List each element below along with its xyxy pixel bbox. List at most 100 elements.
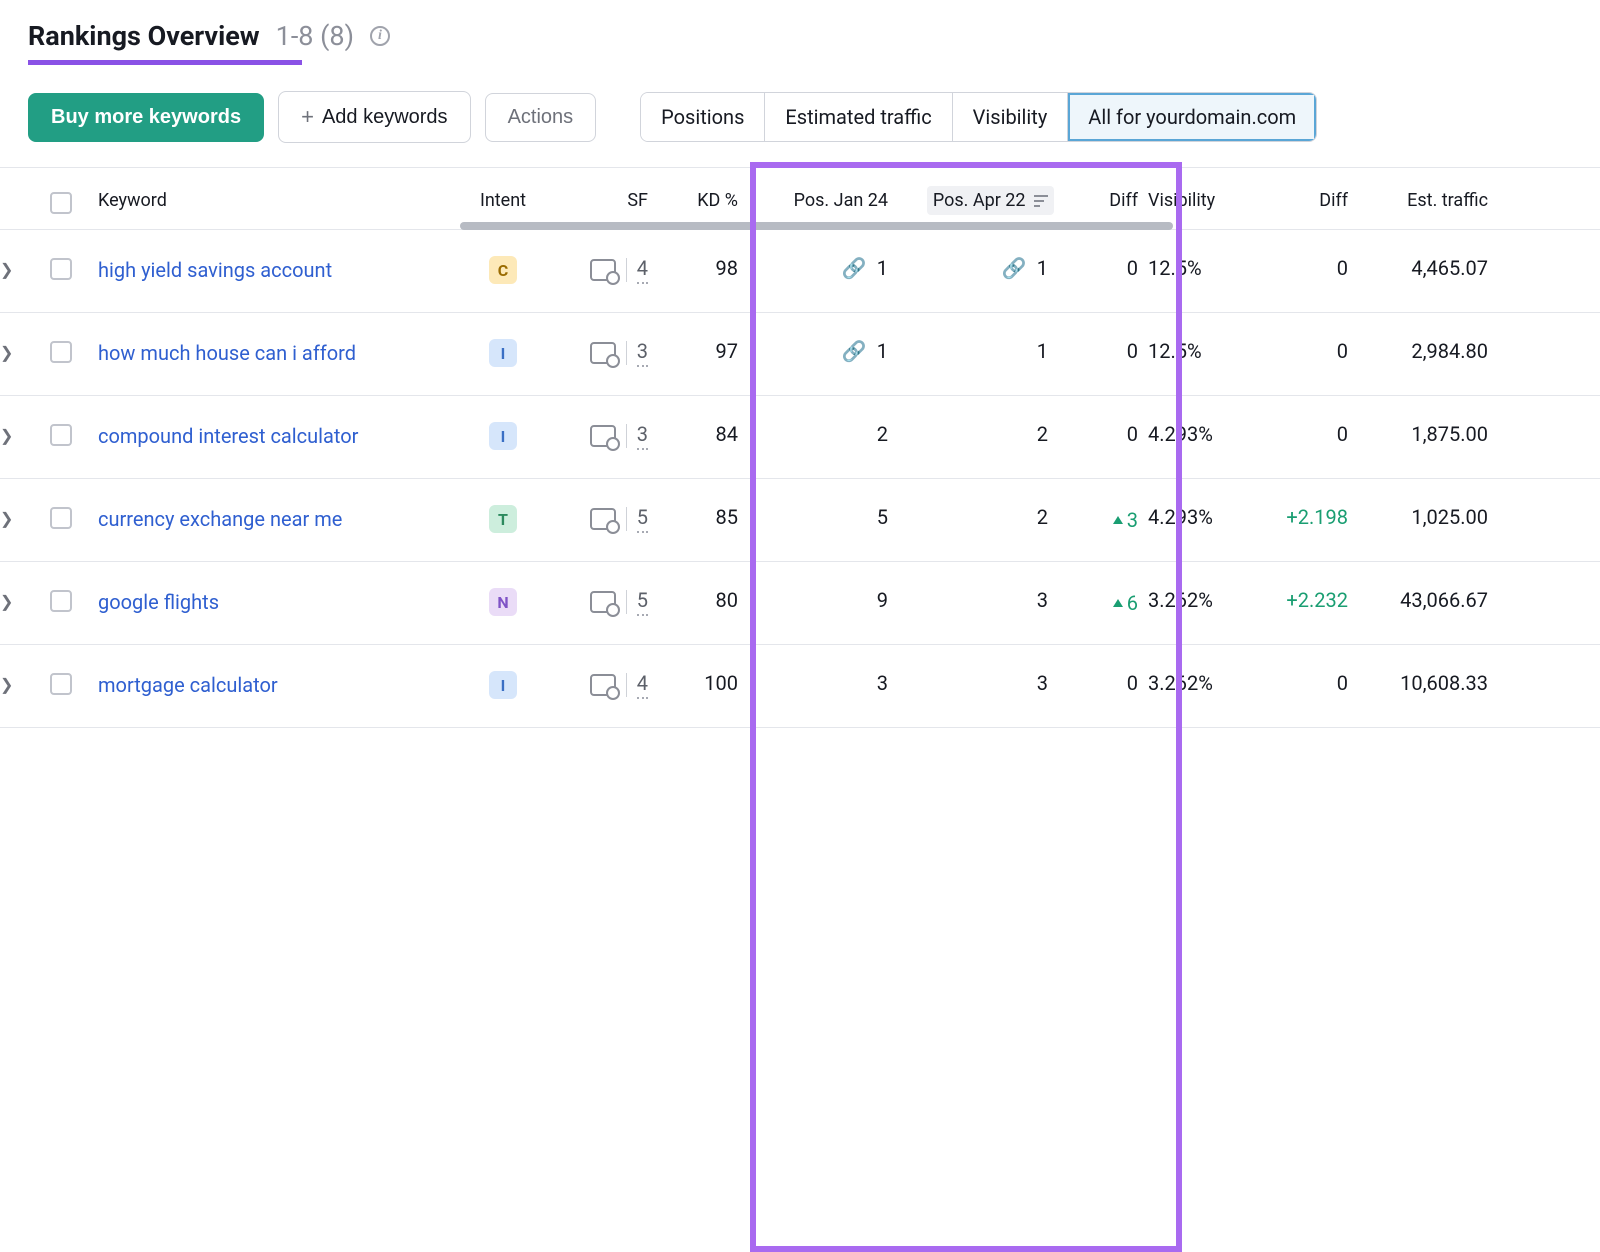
intent-badge[interactable]: T [489,505,517,533]
table-row: ❯ compound interest calculator I 3 84 2 … [0,396,1600,479]
col-intent[interactable]: Intent [458,190,548,211]
tab-visibility[interactable]: Visibility [953,93,1069,141]
visibility-diff: +2.198 [1286,505,1348,529]
col-keyword[interactable]: Keyword [98,190,458,211]
col-pos-apr22-label: Pos. Apr 22 [933,190,1026,211]
est-traffic-value: 1,875.00 [1348,422,1488,446]
title-underline [28,60,302,65]
keyword-link[interactable]: high yield savings account [98,256,458,285]
page-title: Rankings Overview [28,20,260,52]
visibility-value: 3.262% [1138,588,1248,612]
diff-value: 0 [1127,339,1138,363]
row-checkbox[interactable] [50,341,72,363]
visibility-diff: +2.232 [1286,588,1348,612]
visibility-diff: 0 [1337,671,1348,695]
intent-badge[interactable]: I [489,339,517,367]
serp-icon [590,425,616,447]
intent-badge[interactable]: I [489,671,517,699]
view-tabs: Positions Estimated traffic Visibility A… [640,92,1317,142]
row-checkbox[interactable] [50,258,72,280]
row-checkbox[interactable] [50,673,72,695]
visibility-value: 3.262% [1138,671,1248,695]
col-diff2[interactable]: Diff [1248,190,1348,211]
kd-value: 97 [648,339,738,363]
diff-value: 0 [1127,671,1138,695]
expand-row-icon[interactable]: ❯ [0,505,50,528]
sf-count: 3 [637,422,648,450]
actions-button[interactable]: Actions [485,93,597,142]
position-jan24: 3 [738,671,888,695]
add-keywords-button[interactable]: +Add keywords [278,91,470,143]
tab-positions[interactable]: Positions [641,93,765,141]
serp-features[interactable]: 3 [590,422,648,450]
position-jan24: 5 [738,505,888,529]
visibility-value: 12.5% [1138,339,1248,363]
arrow-up-icon [1113,516,1123,524]
visibility-diff: 0 [1337,256,1348,280]
buy-keywords-button[interactable]: Buy more keywords [28,93,264,142]
expand-row-icon[interactable]: ❯ [0,588,50,611]
serp-icon [590,342,616,364]
serp-features[interactable]: 4 [590,256,648,284]
keyword-link[interactable]: currency exchange near me [98,505,458,534]
serp-features[interactable]: 3 [590,339,648,367]
keyword-link[interactable]: mortgage calculator [98,671,458,700]
serp-features[interactable]: 5 [590,588,648,616]
table-header: Keyword Intent SF KD % Pos. Jan 24 Pos. … [0,168,1600,230]
visibility-diff: 0 [1337,422,1348,446]
col-visibility[interactable]: Visibility [1138,190,1248,211]
expand-row-icon[interactable]: ❯ [0,256,50,279]
arrow-up-icon [1113,599,1123,607]
visibility-value: 12.5% [1138,256,1248,280]
intent-badge[interactable]: I [489,422,517,450]
select-all-checkbox[interactable] [50,192,72,214]
tab-all-domain[interactable]: All for yourdomain.com [1068,93,1316,141]
kd-value: 80 [648,588,738,612]
rankings-table: Keyword Intent SF KD % Pos. Jan 24 Pos. … [0,167,1600,728]
sf-count: 3 [637,339,648,367]
serp-icon [590,259,616,281]
info-icon[interactable]: i [370,26,390,46]
divider [626,507,627,531]
col-pos-apr22[interactable]: Pos. Apr 22 [888,190,1048,211]
intent-badge[interactable]: C [489,256,517,284]
col-pos-jan24[interactable]: Pos. Jan 24 [738,190,888,211]
position-apr22: 🔗1 [888,256,1048,280]
table-row: ❯ high yield savings account C 4 98 🔗1 🔗… [0,230,1600,313]
intent-badge[interactable]: N [489,588,517,616]
keyword-link[interactable]: how much house can i afford [98,339,458,368]
col-diff[interactable]: Diff [1048,190,1138,211]
keyword-link[interactable]: google flights [98,588,458,617]
position-jan24: 🔗1 [738,256,888,280]
serp-features[interactable]: 5 [590,505,648,533]
position-jan24: 2 [738,422,888,446]
serp-features[interactable]: 4 [590,671,648,699]
serp-icon [590,508,616,530]
visibility-value: 4.293% [1138,505,1248,529]
keyword-link[interactable]: compound interest calculator [98,422,458,451]
row-checkbox[interactable] [50,507,72,529]
sf-count: 5 [637,588,648,616]
est-traffic-value: 10,608.33 [1348,671,1488,695]
table-row: ❯ google flights N 5 80 9 3 6 3.262% +2.… [0,562,1600,645]
kd-value: 85 [648,505,738,529]
expand-row-icon[interactable]: ❯ [0,339,50,362]
horizontal-scroll-indicator[interactable] [460,222,1173,230]
col-sf[interactable]: SF [548,190,648,211]
tab-estimated-traffic[interactable]: Estimated traffic [765,93,952,141]
position-apr22: 3 [888,588,1048,612]
est-traffic-value: 4,465.07 [1348,256,1488,280]
col-est-traffic[interactable]: Est. traffic [1348,190,1488,211]
position-apr22: 2 [888,422,1048,446]
serp-icon [590,674,616,696]
table-row: ❯ how much house can i afford I 3 97 🔗1 … [0,313,1600,396]
row-checkbox[interactable] [50,590,72,612]
diff-up: 6 [1048,591,1138,615]
expand-row-icon[interactable]: ❯ [0,671,50,694]
row-checkbox[interactable] [50,424,72,446]
col-kd[interactable]: KD % [648,190,738,211]
expand-row-icon[interactable]: ❯ [0,422,50,445]
add-keywords-label: Add keywords [322,106,448,129]
table-row: ❯ currency exchange near me T 5 85 5 2 3… [0,479,1600,562]
divider [626,590,627,614]
